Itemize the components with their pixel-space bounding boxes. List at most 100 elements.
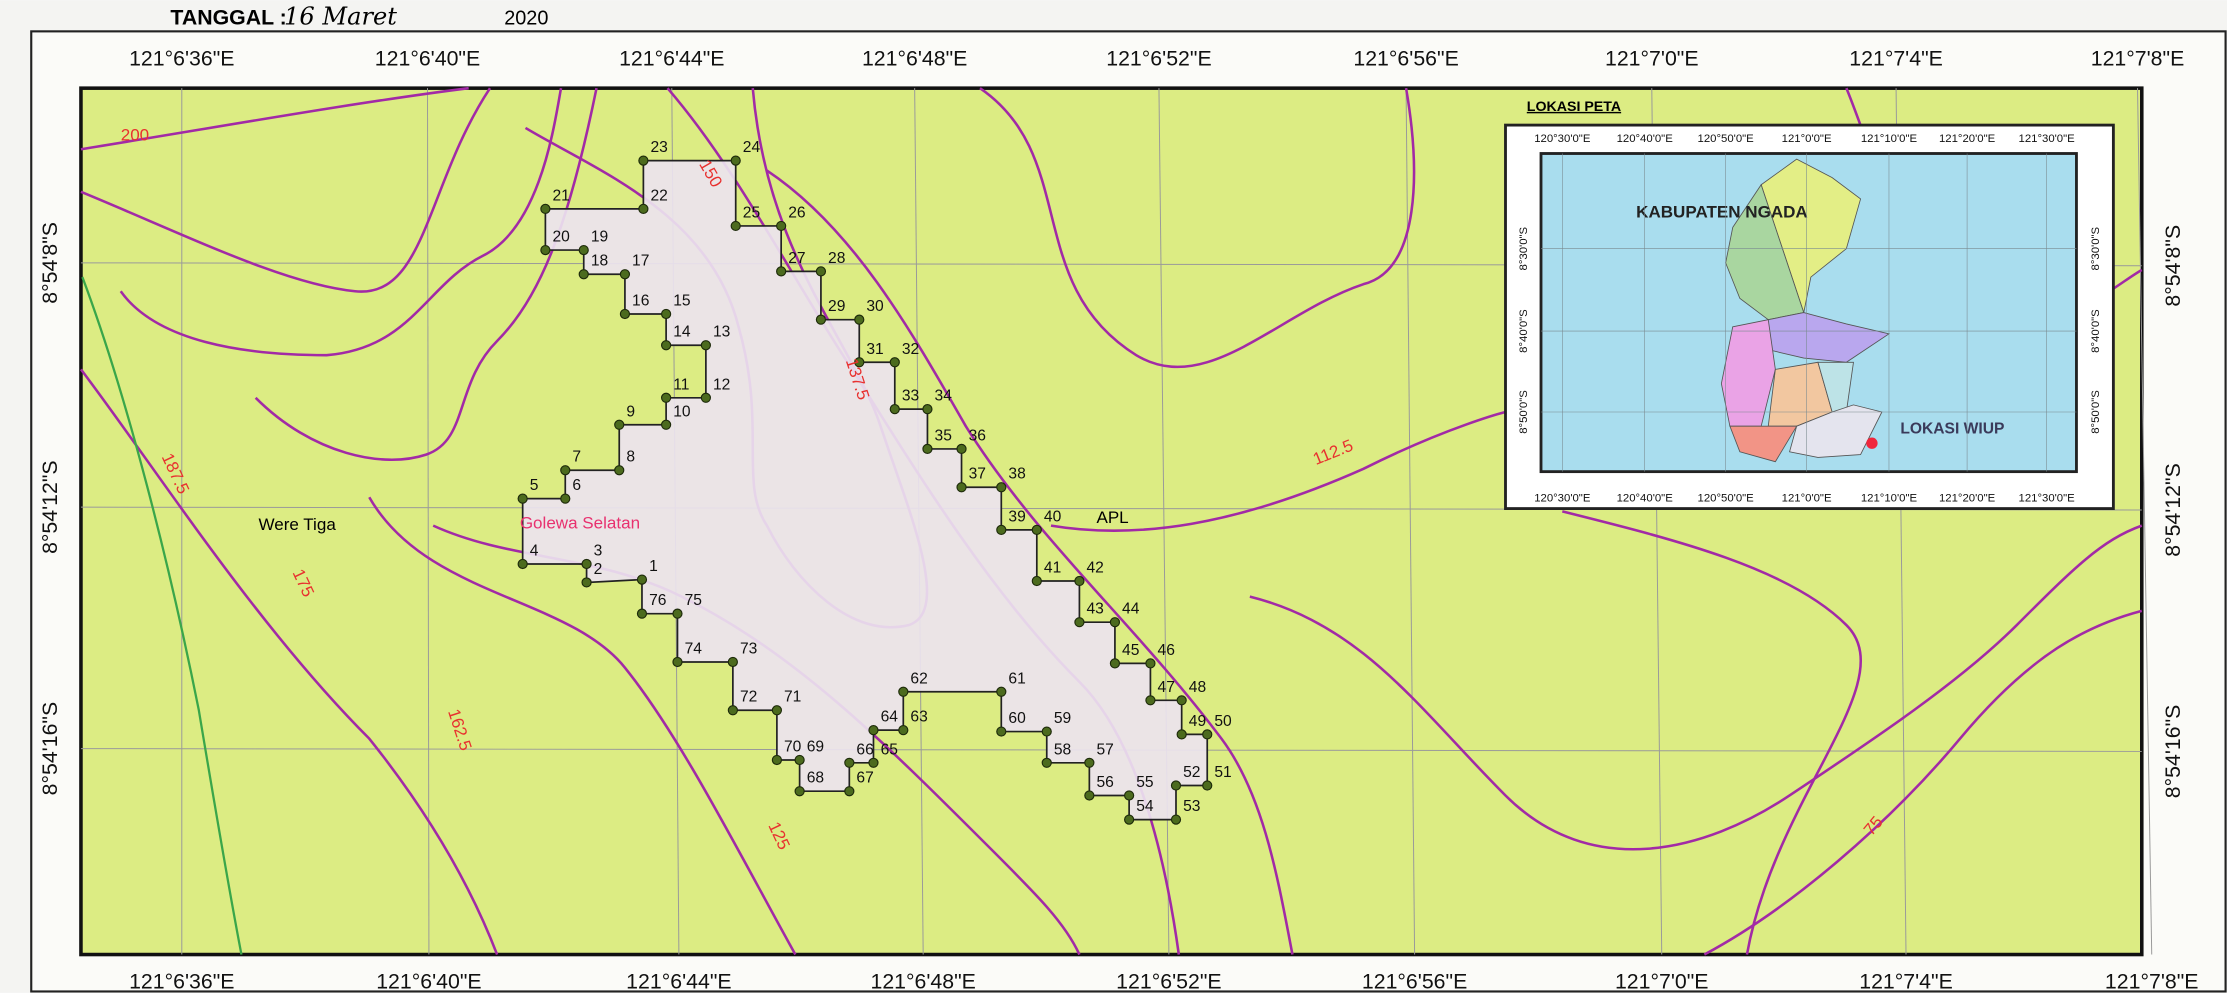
vertex-label: 6 <box>572 477 581 494</box>
contour-line <box>766 169 1294 955</box>
inset-longitude-label: 121°10'0"E <box>1861 492 1918 504</box>
boundary-vertex <box>1202 729 1213 740</box>
inset-map: LOKASI PETA KABUPATEN NGADA LOKASI WIUP … <box>1504 99 2115 510</box>
vertex-label: 48 <box>1189 679 1206 696</box>
vertex-label: 17 <box>632 253 649 270</box>
vertex-label: 9 <box>626 403 635 420</box>
boundary-vertex <box>844 786 855 797</box>
boundary-vertex <box>854 314 865 325</box>
boundary-vertex <box>996 482 1007 493</box>
grid-line <box>427 88 430 955</box>
vertex-label: 72 <box>740 689 757 706</box>
contour-line <box>119 87 563 357</box>
boundary-vertex <box>660 392 672 403</box>
inset-latitude-label: 8°50'0"S <box>2090 390 2102 434</box>
vertex-label: 4 <box>530 542 539 559</box>
vertex-label: 71 <box>784 689 801 706</box>
vertex-label: 66 <box>856 741 873 758</box>
longitude-label: 121°7'0"E <box>1615 970 1709 993</box>
vertex-label: 26 <box>788 204 805 221</box>
boundary-vertex <box>868 757 879 768</box>
contour-line <box>979 87 1416 369</box>
boundary-vertex <box>727 705 738 716</box>
boundary-vertex <box>1124 790 1135 801</box>
latitude-label: 8°54'16"S <box>2161 705 2185 799</box>
vertex-label: 21 <box>552 187 569 204</box>
latitude-label: 8°54'8"S <box>2161 225 2185 307</box>
boundary-vertex <box>844 757 855 768</box>
boundary-vertex <box>898 725 909 736</box>
latitude-label: 8°54'12"S <box>2161 463 2185 557</box>
boundary-vertex <box>1145 695 1156 706</box>
vertex-label: 70 <box>784 738 802 755</box>
longitude-label: 121°6'36"E <box>129 46 234 70</box>
boundary-vertex <box>578 269 589 280</box>
longitude-label: 121°7'8"E <box>2091 46 2185 70</box>
road <box>81 276 243 955</box>
boundary-vertex <box>996 686 1007 697</box>
boundary-vertex <box>956 482 967 493</box>
boundary-vertex <box>1031 575 1042 587</box>
longitude-label: 121°6'52"E <box>1116 970 1221 993</box>
boundary-vertex <box>560 465 571 476</box>
vertex-label: 23 <box>650 139 667 156</box>
inset-latitude-label: 8°30'0"S <box>2090 226 2102 270</box>
boundary-vertex <box>794 754 805 766</box>
boundary-vertex <box>776 220 787 232</box>
vertex-label: 47 <box>1158 679 1175 696</box>
vertex-label: 74 <box>685 640 703 657</box>
boundary-vertex <box>517 558 528 570</box>
vertex-label: 63 <box>910 709 927 726</box>
inset-coordinates: 120°30'0"E 120°30'0"E 120°40'0"E 120°40'0"E… <box>1518 133 2102 504</box>
vertex-label: 1 <box>649 558 658 575</box>
vertex-label: 2 <box>594 561 603 578</box>
place-label: APL <box>1096 508 1128 527</box>
vertex-label: 75 <box>685 592 703 609</box>
inset-longitude-label: 120°50'0"E <box>1698 133 1755 145</box>
inset-latitude-label: 8°50'0"S <box>1518 390 1530 434</box>
vertex-label: 55 <box>1136 774 1154 791</box>
boundary-vertex <box>540 244 551 256</box>
boundary-vertex <box>922 404 933 415</box>
vertex-label: 11 <box>673 376 689 393</box>
longitude-label: 121°6'44"E <box>619 46 724 70</box>
vertex-label: 8 <box>626 449 635 466</box>
longitude-label: 121°7'4"E <box>1859 970 1953 993</box>
boundary-vertex <box>771 754 783 766</box>
latitude-label: 8°54'8"S <box>38 222 62 304</box>
boundary-vertex <box>854 357 865 368</box>
vertex-label: 65 <box>881 741 899 758</box>
boundary-vertex <box>730 220 741 232</box>
longitude-label: 121°6'52"E <box>1106 46 1211 70</box>
boundary-vertex <box>815 266 827 277</box>
vertex-label: 58 <box>1054 741 1071 758</box>
inset-longitude-label: 121°0'0"E <box>1782 133 1832 145</box>
vertex-label: 61 <box>1008 670 1025 687</box>
boundary-vertex <box>578 244 589 256</box>
longitude-label: 121°6'44"E <box>626 970 731 993</box>
boundary-vertex <box>660 340 672 351</box>
vertex-label: 18 <box>591 253 608 270</box>
vertex-label: 5 <box>530 477 539 494</box>
vertex-label: 51 <box>1214 764 1231 781</box>
coordinate-labels: 121°6'36"E 121°6'36"E 121°6'40"E 121°6'40"E… <box>38 46 2199 993</box>
vertex-label: 39 <box>1008 508 1025 525</box>
boundary-vertex <box>1176 695 1187 706</box>
vertex-label: 45 <box>1122 642 1140 659</box>
boundary-vertex <box>727 656 738 668</box>
contour-line <box>1249 524 2143 851</box>
boundary-vertex <box>619 308 631 320</box>
inset-latitude-label: 8°30'0"S <box>1518 226 1530 270</box>
boundary-vertex <box>1084 790 1095 801</box>
boundary-vertex <box>898 686 909 697</box>
region <box>1789 404 1883 458</box>
vertex-label: 36 <box>969 427 986 444</box>
grid-line <box>2137 88 2153 955</box>
vertex-label: 13 <box>713 324 730 341</box>
longitude-label: 121°7'0"E <box>1605 46 1699 70</box>
longitude-label: 121°7'8"E <box>2105 970 2199 993</box>
boundary-vertex <box>1109 617 1121 628</box>
boundary-vertex <box>794 786 805 797</box>
boundary-vertex <box>996 726 1007 737</box>
